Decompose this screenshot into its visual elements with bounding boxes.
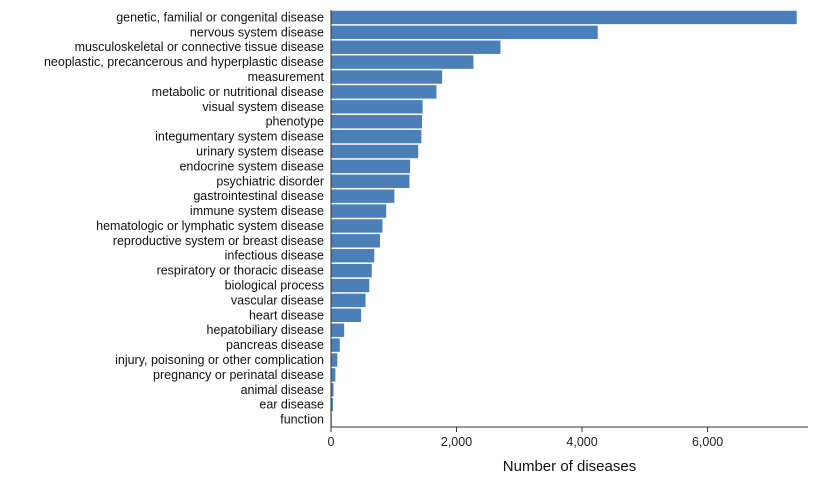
- category-label: integumentary system disease: [155, 130, 324, 144]
- category-label: function: [280, 413, 324, 427]
- x-tick-label: 6,000: [692, 435, 723, 449]
- category-label: metabolic or nutritional disease: [152, 85, 324, 99]
- bar: [331, 174, 410, 188]
- bar: [331, 144, 419, 159]
- category-label: urinary system disease: [196, 144, 324, 158]
- bar: [331, 159, 411, 174]
- bar: [331, 204, 387, 218]
- category-label: nervous system disease: [190, 25, 324, 39]
- category-label: reproductive system or breast disease: [113, 234, 324, 248]
- bar: [331, 308, 362, 323]
- category-label: injury, poisoning or other complication: [115, 353, 324, 367]
- category-label: visual system disease: [202, 100, 324, 114]
- bar: [331, 40, 501, 54]
- category-label: musculoskeletal or connective tissue dis…: [75, 40, 324, 54]
- category-label: phenotype: [266, 115, 324, 129]
- x-tick-label: 0: [328, 435, 335, 449]
- x-tick-label: 4,000: [566, 435, 597, 449]
- bar: [331, 25, 598, 40]
- category-label: respiratory or thoracic disease: [157, 264, 324, 278]
- x-ticks-group: 0 2,000 4,000 6,000: [328, 427, 723, 449]
- category-label: pregnancy or perinatal disease: [153, 368, 324, 382]
- bar: [331, 383, 334, 397]
- category-label: immune system disease: [190, 204, 324, 218]
- bar: [331, 85, 437, 99]
- category-label: measurement: [248, 70, 325, 84]
- bar: [331, 293, 366, 308]
- bar: [331, 353, 338, 367]
- category-label: pancreas disease: [226, 338, 324, 352]
- category-label: gastrointestinal disease: [193, 189, 324, 203]
- bar: [331, 55, 474, 69]
- bar: [331, 100, 423, 114]
- category-label: genetic, familial or congenital disease: [116, 10, 324, 24]
- bars-group: [331, 10, 797, 427]
- category-labels-group: genetic, familial or congenital diseasen…: [44, 10, 325, 426]
- bar: [331, 70, 443, 84]
- bar: [331, 397, 333, 412]
- category-label: vascular disease: [231, 293, 324, 307]
- bar: [331, 368, 336, 382]
- category-label: hematologic or lymphatic system disease: [96, 219, 324, 233]
- category-label: biological process: [225, 279, 324, 293]
- bar: [331, 249, 375, 263]
- category-label: endocrine system disease: [179, 159, 324, 173]
- category-label: psychiatric disorder: [216, 174, 324, 188]
- category-label: infectious disease: [225, 249, 324, 263]
- bar: [331, 323, 345, 337]
- bar: [331, 189, 395, 203]
- bar: [331, 10, 797, 25]
- bar: [331, 219, 383, 233]
- category-label: ear disease: [259, 398, 324, 412]
- x-axis-title: Number of diseases: [503, 458, 636, 475]
- bar: [331, 114, 423, 129]
- category-label: hepatobiliary disease: [207, 323, 324, 337]
- bar: [331, 338, 340, 352]
- category-label: heart disease: [249, 308, 324, 322]
- bar: [331, 129, 422, 144]
- bar: [331, 263, 372, 278]
- x-tick-label: 2,000: [441, 435, 472, 449]
- bar: [331, 234, 380, 248]
- bar: [331, 278, 370, 293]
- category-label: neoplastic, precancerous and hyperplasti…: [44, 55, 324, 69]
- category-label: animal disease: [241, 383, 324, 397]
